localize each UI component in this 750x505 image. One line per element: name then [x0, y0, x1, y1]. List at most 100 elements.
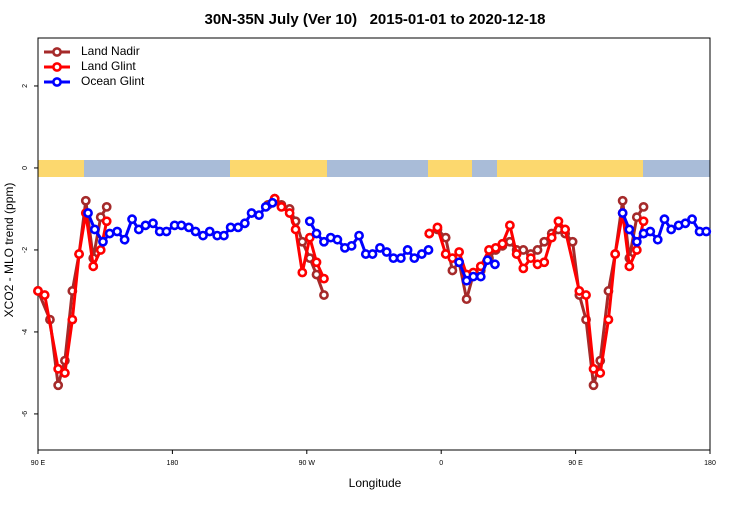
data-point	[588, 363, 599, 374]
x-tick-label: 90 E	[568, 460, 583, 467]
data-point	[346, 240, 357, 251]
plot-frame	[37, 37, 711, 451]
data-point	[297, 267, 308, 278]
data-point	[610, 249, 621, 259]
data-point	[504, 220, 515, 231]
data-point	[490, 242, 501, 253]
data-point	[687, 214, 697, 225]
data-point	[424, 228, 435, 239]
data-point	[284, 208, 295, 218]
data-point	[638, 201, 649, 212]
data-point	[440, 232, 451, 243]
land-band	[230, 160, 327, 177]
data-point	[595, 368, 606, 378]
data-point	[133, 224, 144, 235]
data-point	[161, 226, 172, 237]
data-point	[297, 236, 308, 247]
legend-marker	[52, 62, 62, 72]
data-point	[246, 208, 257, 218]
data-point	[67, 314, 78, 325]
data-point	[395, 253, 406, 264]
data-point	[254, 210, 264, 220]
y-tick-label: -4	[22, 329, 29, 335]
data-point	[659, 214, 670, 225]
data-point	[402, 245, 413, 255]
data-point	[53, 363, 64, 374]
data-point	[631, 245, 642, 255]
data-point	[290, 224, 301, 235]
data-point	[375, 242, 385, 253]
data-point	[631, 236, 642, 247]
data-point	[119, 234, 130, 245]
data-point	[440, 249, 451, 259]
data-point	[617, 195, 628, 206]
data-point	[319, 273, 329, 284]
data-point	[631, 212, 642, 223]
data-point	[539, 257, 550, 268]
data-point	[532, 245, 543, 255]
data-point	[332, 234, 343, 245]
data-point	[553, 216, 564, 227]
y-tick-label: -2	[22, 247, 29, 253]
data-point	[701, 226, 712, 237]
data-point	[176, 220, 187, 231]
land-ocean-strip	[38, 160, 710, 177]
data-point	[490, 259, 500, 270]
land-band	[38, 160, 84, 177]
data-point	[354, 230, 364, 241]
data-point	[461, 275, 472, 286]
y-axis-label: XCO2 - MLO trend (ppm)	[2, 183, 16, 318]
data-point	[190, 226, 201, 237]
data-point	[83, 208, 93, 218]
data-point	[127, 214, 137, 225]
legend-marker	[52, 77, 62, 87]
data-point	[666, 224, 677, 235]
data-point	[89, 224, 100, 235]
data-point	[53, 380, 64, 391]
legend-label: Land Glint	[81, 59, 136, 73]
legend-label: Ocean Glint	[81, 74, 145, 88]
data-point	[581, 290, 591, 300]
data-point	[319, 290, 329, 300]
data-point	[39, 290, 50, 300]
x-tick-label: 180	[704, 460, 716, 467]
data-point	[319, 236, 329, 247]
data-point	[88, 261, 99, 272]
data-point	[311, 269, 322, 280]
data-point	[409, 253, 420, 264]
y-tick-label: 2	[22, 84, 29, 88]
data-point	[432, 222, 443, 233]
data-point	[454, 247, 465, 257]
data-point	[617, 208, 628, 218]
data-point	[204, 226, 215, 237]
data-point	[468, 271, 479, 282]
data-point	[80, 195, 91, 206]
data-point	[574, 286, 585, 296]
data-point	[475, 271, 486, 282]
data-point	[112, 226, 123, 237]
legend-label: Land Nadir	[81, 44, 140, 58]
land-band	[428, 160, 472, 177]
data-point	[140, 220, 151, 231]
data-point	[461, 294, 472, 305]
data-point	[198, 230, 208, 241]
data-point	[59, 368, 70, 378]
data-point	[276, 201, 287, 212]
data-point	[603, 314, 614, 325]
data-point	[388, 253, 399, 264]
data-point	[304, 232, 315, 243]
data-point	[267, 197, 278, 208]
data-point	[624, 224, 635, 235]
x-axis-label: Longitude	[349, 476, 402, 490]
data-point	[183, 222, 194, 233]
data-point	[518, 245, 529, 255]
data-point	[539, 236, 550, 247]
x-tick-label: 90 E	[31, 460, 46, 467]
data-point	[645, 226, 656, 237]
data-point	[454, 257, 465, 268]
data-point	[148, 218, 158, 229]
data-point	[447, 253, 458, 264]
